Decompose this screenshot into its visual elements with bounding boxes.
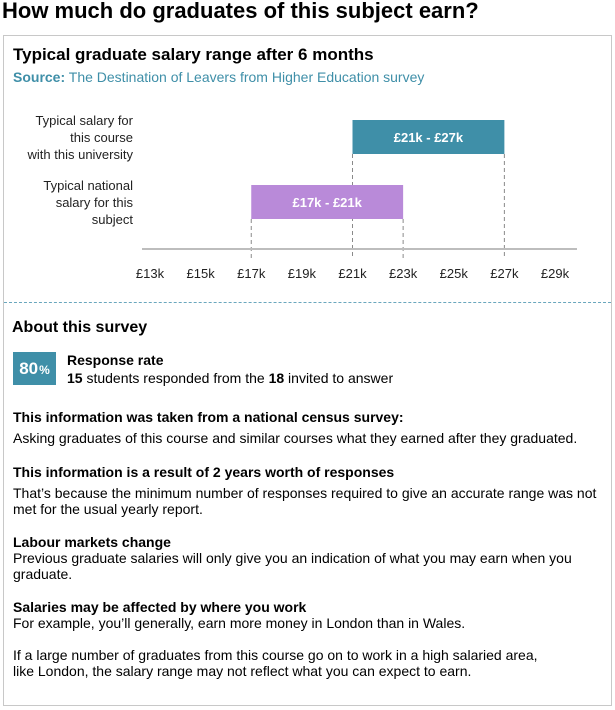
responded-text: students responded from the [82, 370, 269, 386]
response-rate-value: 80 [19, 358, 39, 378]
section-divider [4, 302, 611, 303]
info-text: For example, you’ll generally, earn more… [13, 615, 466, 631]
bar-value-label: £17k - £21k [292, 195, 362, 210]
info-text: That’s because the minimum number of res… [13, 485, 597, 517]
info-heading: Labour markets change [13, 534, 171, 550]
bar-category-label: subject [92, 212, 134, 227]
survey-heading: About this survey [12, 319, 148, 336]
info-labour-markets: Labour markets change Previous graduate … [13, 534, 603, 582]
info-heading: This information is a result of 2 years … [13, 464, 395, 480]
response-rate-detail: 15 students responded from the 18 invite… [67, 370, 393, 386]
responded-count: 15 [67, 370, 83, 386]
x-tick-label: £19k [288, 266, 317, 281]
info-census: This information was taken from a nation… [13, 409, 603, 446]
info-text: If a large number of graduates from this… [13, 647, 538, 679]
response-rate-badge: 80% [13, 352, 56, 385]
chart-title: Typical graduate salary range after 6 mo… [13, 45, 374, 64]
info-heading: Salaries may be affected by where you wo… [13, 599, 307, 615]
salary-range-chart: £13k £15k £17k £19k £21k £23k £25k £27k £29k £21k… [27, 113, 577, 281]
bar-category-label: this course [70, 130, 133, 145]
bar-category-label: Typical salary for [35, 113, 133, 128]
page-title: How much do graduates of this subject ea… [2, 0, 479, 23]
x-tick-label: £13k [136, 266, 165, 281]
range-bar [352, 120, 505, 154]
x-tick-label: £21k [338, 266, 367, 281]
chart-source: Source: The Destination of Leavers from … [13, 69, 424, 85]
bar-category-label: Typical national [43, 178, 133, 193]
invited-text: invited to answer [284, 370, 394, 386]
x-tick-label: £17k [237, 266, 266, 281]
x-tick-label: £15k [187, 266, 216, 281]
bar-category-label: salary for this [56, 195, 134, 210]
info-text: Previous graduate salaries will only giv… [13, 550, 572, 582]
response-rate-title: Response rate [67, 352, 164, 368]
x-tick-label: £29k [541, 266, 570, 281]
info-high-salary-area: If a large number of graduates from this… [13, 647, 553, 679]
source-label: Source: [13, 69, 66, 85]
x-tick-label: £23k [389, 266, 418, 281]
x-tick-label: £27k [490, 266, 519, 281]
invited-count: 18 [268, 370, 285, 386]
salary-card: Typical graduate salary range after 6 mo… [3, 35, 612, 706]
bar-category-label: with this university [27, 147, 134, 162]
info-location: Salaries may be affected by where you wo… [13, 599, 603, 631]
range-bar [251, 185, 404, 219]
source-text: The Destination of Leavers from Higher E… [68, 69, 425, 85]
x-tick-label: £25k [440, 266, 469, 281]
info-two-years: This information is a result of 2 years … [13, 464, 603, 517]
response-rate-unit: % [39, 363, 50, 377]
info-heading: This information was taken from a nation… [13, 409, 404, 425]
bar-value-label: £21k - £27k [394, 130, 464, 145]
info-text: Asking graduates of this course and simi… [13, 430, 578, 446]
